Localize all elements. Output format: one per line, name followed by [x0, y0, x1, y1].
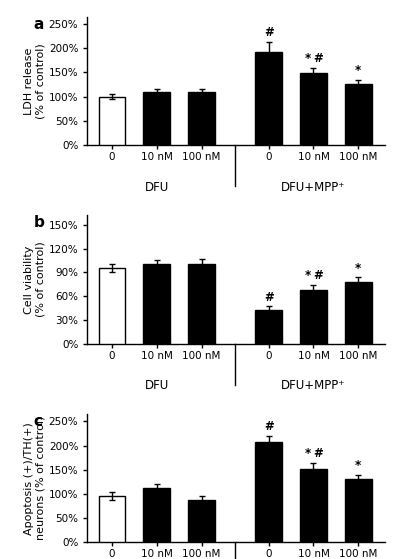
Text: #: # [313, 52, 323, 65]
Text: *: * [305, 269, 311, 282]
Bar [300, 73, 327, 145]
Text: DFU+MPP⁺: DFU+MPP⁺ [281, 380, 346, 392]
Y-axis label: Cell viability
(% of control): Cell viability (% of control) [24, 241, 46, 318]
Bar [345, 84, 372, 145]
Text: *: * [305, 447, 311, 461]
Bar [98, 97, 125, 145]
Text: a: a [34, 17, 44, 32]
Bar [188, 92, 215, 145]
Text: #: # [264, 291, 274, 304]
Bar [300, 290, 327, 344]
Bar [345, 282, 372, 344]
Bar [255, 442, 282, 542]
Bar [255, 51, 282, 145]
Text: DFU+MPP⁺: DFU+MPP⁺ [281, 181, 346, 194]
Text: b: b [34, 215, 44, 230]
Text: #: # [264, 420, 274, 433]
Text: DFU: DFU [145, 181, 169, 194]
Text: #: # [264, 26, 274, 39]
Text: *: * [355, 262, 361, 274]
Text: c: c [34, 414, 43, 429]
Bar [255, 310, 282, 344]
Bar [143, 264, 170, 344]
Y-axis label: Apoptosis (+)/TH(+)
neurons (% of control): Apoptosis (+)/TH(+) neurons (% of contro… [24, 416, 46, 541]
Text: *: * [305, 52, 311, 65]
Bar [143, 92, 170, 145]
Text: DFU: DFU [145, 380, 169, 392]
Text: *: * [355, 64, 361, 77]
Bar [345, 480, 372, 542]
Bar [98, 496, 125, 542]
Text: #: # [313, 447, 323, 461]
Bar [300, 468, 327, 542]
Bar [188, 264, 215, 344]
Text: #: # [313, 269, 323, 282]
Bar [98, 268, 125, 344]
Bar [143, 488, 170, 542]
Bar [188, 500, 215, 542]
Text: *: * [355, 459, 361, 472]
Y-axis label: LDH release
(% of control): LDH release (% of control) [24, 43, 46, 119]
